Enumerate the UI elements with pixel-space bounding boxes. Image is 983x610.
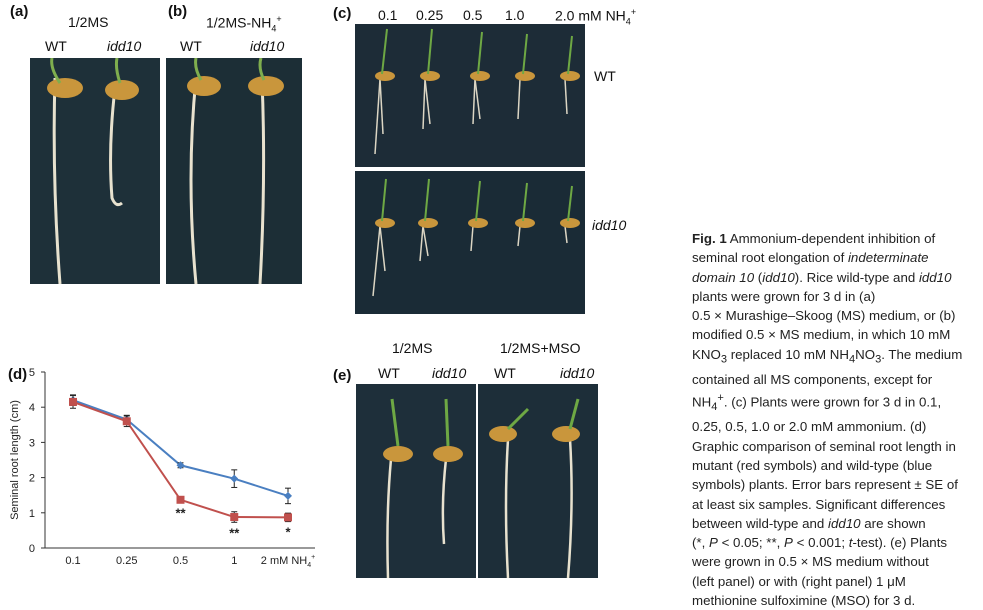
panel-e-photo-left xyxy=(356,384,476,578)
caption-line: were grown in 0.5 × MS medium without xyxy=(692,554,929,570)
caption-line: (*, P < 0.05; **, P < 0.001; t-test). (e… xyxy=(692,535,948,551)
panel-c-label: (c) xyxy=(333,5,352,22)
caption-line: 0.25, 0.5, 1.0 or 2.0 mM ammonium. (d) xyxy=(692,419,927,435)
panel-e-col-wt-1: WT xyxy=(378,365,400,381)
caption-line: modified 0.5 × MS medium, in which 10 mM xyxy=(692,327,951,343)
data-point xyxy=(122,417,131,426)
panel-b-title-sub: 4 xyxy=(271,23,277,34)
panel-a-title: 1/2MS xyxy=(68,14,109,30)
caption-line: domain 10 (idd10). Rice wild-type and id… xyxy=(692,269,952,285)
y-tick-label: 2 xyxy=(29,473,35,485)
panel-a-label: (a) xyxy=(10,3,29,20)
caption-line: NH4+. (c) Plants were grown for 3 d in 0… xyxy=(692,392,942,414)
panel-c-conc-3: 0.5 xyxy=(463,7,483,23)
panel-c-photo-wt xyxy=(355,24,585,167)
panel-c-conc-sub: 4 xyxy=(625,16,631,27)
caption-line: contained all MS components, except for xyxy=(692,371,933,387)
caption-line: (left panel) or with (right panel) 1 μM xyxy=(692,573,906,589)
data-point xyxy=(176,495,185,504)
panel-c-row-wt: WT xyxy=(594,68,616,84)
significance-mark: ** xyxy=(175,506,186,521)
caption-line: plants were grown for 3 d in (a) xyxy=(692,288,876,304)
panel-c-conc-sup: + xyxy=(630,7,637,17)
panel-b-col-idd10: idd10 xyxy=(250,38,285,54)
x-tick-label: 0.5 xyxy=(173,555,188,567)
x-tick-label: 0.1 xyxy=(65,555,80,567)
caption-line: at least six samples. Significant differ… xyxy=(692,496,946,512)
caption-line: between wild-type and idd10 are shown xyxy=(692,515,926,531)
panel-e-col-wt-2: WT xyxy=(494,365,516,381)
panel-e-col-idd10-1: idd10 xyxy=(432,365,467,381)
panel-c-conc-4: 1.0 xyxy=(505,7,525,23)
x-tick-label: 2 mM NH4+ xyxy=(261,554,315,569)
panel-b-title-text: 1/2MS-NH xyxy=(206,14,272,31)
panel-c-row-idd10: idd10 xyxy=(592,217,627,233)
panel-e-left-title: 1/2MS xyxy=(392,340,433,356)
data-point xyxy=(230,513,239,522)
data-point xyxy=(176,461,185,470)
panel-b-label: (b) xyxy=(168,3,188,20)
caption-line: seminal root elongation of indeterminate xyxy=(692,250,929,266)
data-point xyxy=(69,397,77,406)
panel-b-title: 1/2MS-NH4+ xyxy=(206,14,282,33)
data-point xyxy=(230,474,239,483)
panel-c-conc-1: 0.1 xyxy=(378,7,398,23)
panel-e-right-title: 1/2MS+MSO xyxy=(500,340,581,356)
panel-d-label: (d) xyxy=(8,366,28,383)
panel-b-col-wt: WT xyxy=(180,38,202,54)
panel-b-title-sup: + xyxy=(276,14,282,24)
significance-mark: ** xyxy=(229,525,240,540)
y-tick-label: 5 xyxy=(29,367,35,379)
panel-a-photo xyxy=(30,58,160,284)
caption-line: mutant (red symbols) and wild-type (blue xyxy=(692,458,933,473)
caption-line: symbols) plants. Error bars represent ± … xyxy=(692,477,958,493)
panel-e-col-idd10-2: idd10 xyxy=(560,365,595,381)
caption-line: methionine sulfoximine (MSO) for 3 d. xyxy=(692,593,916,609)
panel-c-conc-2: 0.25 xyxy=(416,7,444,23)
seminal-root-length-chart: 0 1 2 3 4 5 Seminal root length (cm) 0.1 0.25 0.5… xyxy=(9,367,315,569)
panel-a-col-idd10: idd10 xyxy=(107,38,142,54)
panel-e-photo-right xyxy=(478,384,598,578)
y-tick-label: 3 xyxy=(29,437,35,449)
data-point xyxy=(284,513,292,522)
panel-e-label: (e) xyxy=(333,367,352,384)
y-tick-label: 4 xyxy=(29,402,35,414)
x-tick-label: 1 xyxy=(231,555,237,567)
y-tick-label: 0 xyxy=(29,543,35,555)
panel-c-conc-5: 2.0 mM NH4+ xyxy=(555,7,636,26)
y-tick-label: 1 xyxy=(29,508,35,520)
figure-caption: Fig. 1 Ammonium-dependent inhibition of s… xyxy=(692,229,977,610)
caption-line: KNO3 replaced 10 mM NH4NO3. The medium xyxy=(692,346,963,366)
y-axis-label: Seminal root length (cm) xyxy=(9,400,21,520)
panel-b-photo xyxy=(166,58,302,284)
data-point xyxy=(284,491,292,500)
caption-line: Graphic comparison of seminal root lengt… xyxy=(692,438,956,454)
panel-a-col-wt: WT xyxy=(45,38,67,54)
panel-c-photo-idd10 xyxy=(355,171,585,314)
x-tick-label: 0.25 xyxy=(116,555,137,567)
significance-mark: * xyxy=(285,525,291,540)
caption-line: 0.5 × Murashige–Skoog (MS) medium, or (b… xyxy=(692,308,956,324)
panel-c-conc-5-text: 2.0 mM NH xyxy=(555,7,626,24)
caption-line: Fig. 1 Ammonium-dependent inhibition of xyxy=(692,231,936,246)
